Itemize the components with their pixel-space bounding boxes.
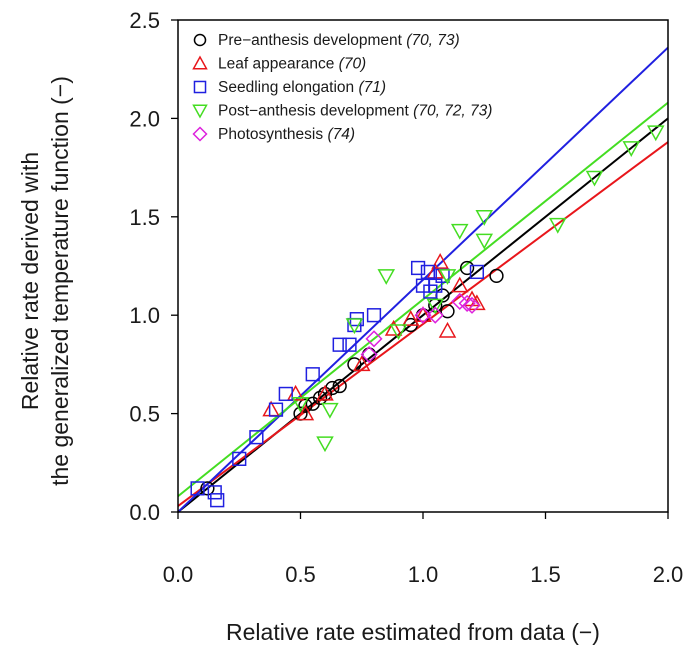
- square-marker: [193, 80, 207, 94]
- circle-marker: [440, 304, 455, 319]
- circle-marker: [459, 260, 475, 276]
- triangle-down-marker: [316, 436, 334, 453]
- axis-ticks: 0.0 0.5 1.0 1.5 2.0 2.5 0.0 0.5 1.0 1.5 2.0: [129, 8, 683, 587]
- diamond-marker: [414, 306, 432, 324]
- circle-marker: [193, 33, 207, 47]
- triangle-down-marker: [438, 269, 457, 285]
- legend-entry: Photosynthesis (74): [218, 126, 355, 143]
- y-tick-label: 1.0: [129, 303, 160, 328]
- diamond-marker: [426, 306, 444, 324]
- square-marker: [469, 264, 485, 280]
- legend-series-refs: (74): [327, 126, 355, 143]
- triangle-up-marker: [192, 55, 208, 70]
- square-marker: [410, 260, 426, 276]
- square-marker: [366, 308, 382, 323]
- legend-series-name: Post−anthesis development: [218, 103, 413, 120]
- x-tick-label: 0.5: [285, 562, 316, 587]
- triangle-down-marker: [291, 397, 310, 413]
- triangle-down-marker: [646, 125, 665, 142]
- x-axis-title: Relative rate estimated from data (−): [226, 619, 600, 645]
- x-tick-label: 2.0: [653, 562, 684, 587]
- square-marker: [420, 264, 436, 280]
- fit-line: [177, 141, 669, 507]
- triangle-up-marker: [262, 400, 280, 417]
- y-tick-label: 1.5: [129, 205, 160, 230]
- square-marker: [305, 367, 320, 382]
- triangle-down-marker: [321, 402, 339, 419]
- legend-entry: Pre−anthesis development (70, 73): [218, 32, 460, 49]
- triangle-down-marker: [450, 223, 469, 240]
- y-tick-label: 2.5: [129, 8, 160, 33]
- triangle-down-marker: [192, 104, 208, 119]
- triangle-up-marker: [401, 310, 420, 326]
- y-tick-label: 0.0: [129, 500, 160, 525]
- triangle-down-marker: [377, 269, 396, 285]
- triangle-up-marker: [316, 384, 334, 401]
- y-axis-title-line1: Relative rate derived with: [17, 152, 43, 410]
- y-tick-label: 2.0: [129, 106, 160, 131]
- diamond-marker: [192, 126, 208, 142]
- square-marker: [210, 493, 225, 508]
- square-marker: [428, 278, 443, 293]
- legend-series-refs: (70, 73): [406, 32, 459, 49]
- circle-marker: [361, 347, 377, 362]
- square-marker: [190, 481, 205, 496]
- legend-series-name: Pre−anthesis development: [218, 32, 406, 49]
- square-marker: [207, 485, 222, 500]
- circle-marker: [332, 378, 347, 394]
- triangle-up-marker: [438, 321, 457, 338]
- legend-series-name: Seedling elongation: [218, 79, 358, 96]
- triangle-down-marker: [622, 141, 641, 157]
- triangle-up-marker: [414, 306, 432, 322]
- legend-series-refs: (70): [339, 56, 367, 73]
- legend-entry: Post−anthesis development (70, 72, 73): [218, 103, 492, 120]
- data-points: [190, 125, 665, 508]
- triangle-down-marker: [475, 233, 494, 250]
- circle-marker: [489, 268, 504, 283]
- y-tick-label: 0.5: [129, 402, 160, 427]
- triangle-down-marker: [585, 170, 604, 187]
- triangle-down-marker: [389, 324, 408, 340]
- x-tick-label: 0.0: [163, 562, 194, 587]
- circle-marker: [200, 481, 215, 496]
- legend-series-refs: (70, 72, 73): [413, 103, 492, 120]
- diamond-marker: [458, 294, 476, 312]
- fit-line: [177, 101, 669, 498]
- triangle-up-marker: [352, 355, 371, 372]
- square-marker: [232, 451, 247, 466]
- legend-entry: Leaf appearance (70): [218, 56, 366, 73]
- triangle-down-marker: [475, 210, 494, 226]
- triangle-up-marker: [450, 276, 469, 293]
- square-marker: [249, 430, 264, 445]
- diamond-marker: [360, 345, 378, 364]
- legend-series-name: Photosynthesis: [218, 126, 327, 143]
- triangle-down-marker: [426, 298, 445, 315]
- circle-marker: [312, 390, 328, 405]
- circle-marker: [298, 398, 313, 413]
- triangle-down-marker: [548, 217, 567, 234]
- legend-entry: Seedling elongation (71): [218, 79, 386, 96]
- triangle-down-marker: [345, 318, 364, 335]
- diamond-marker: [365, 330, 383, 348]
- square-marker: [332, 337, 347, 352]
- x-tick-label: 1.0: [408, 562, 439, 587]
- triangle-up-marker: [296, 404, 315, 421]
- x-tick-label: 1.5: [530, 562, 561, 587]
- fit-line: [177, 117, 669, 513]
- triangle-up-marker: [384, 319, 403, 336]
- triangle-up-marker: [426, 262, 445, 279]
- diamond-marker: [463, 296, 481, 314]
- square-marker: [278, 386, 293, 402]
- legend: Pre−anthesis development (70, 73) Leaf ap…: [192, 32, 492, 143]
- triangle-up-marker: [431, 253, 449, 269]
- square-marker: [342, 337, 357, 352]
- legend-series-refs: (71): [358, 79, 386, 96]
- square-marker: [268, 402, 284, 417]
- legend-series-name: Leaf appearance: [218, 56, 339, 73]
- y-axis-title-line2: the generalized temperature function (−): [47, 76, 73, 486]
